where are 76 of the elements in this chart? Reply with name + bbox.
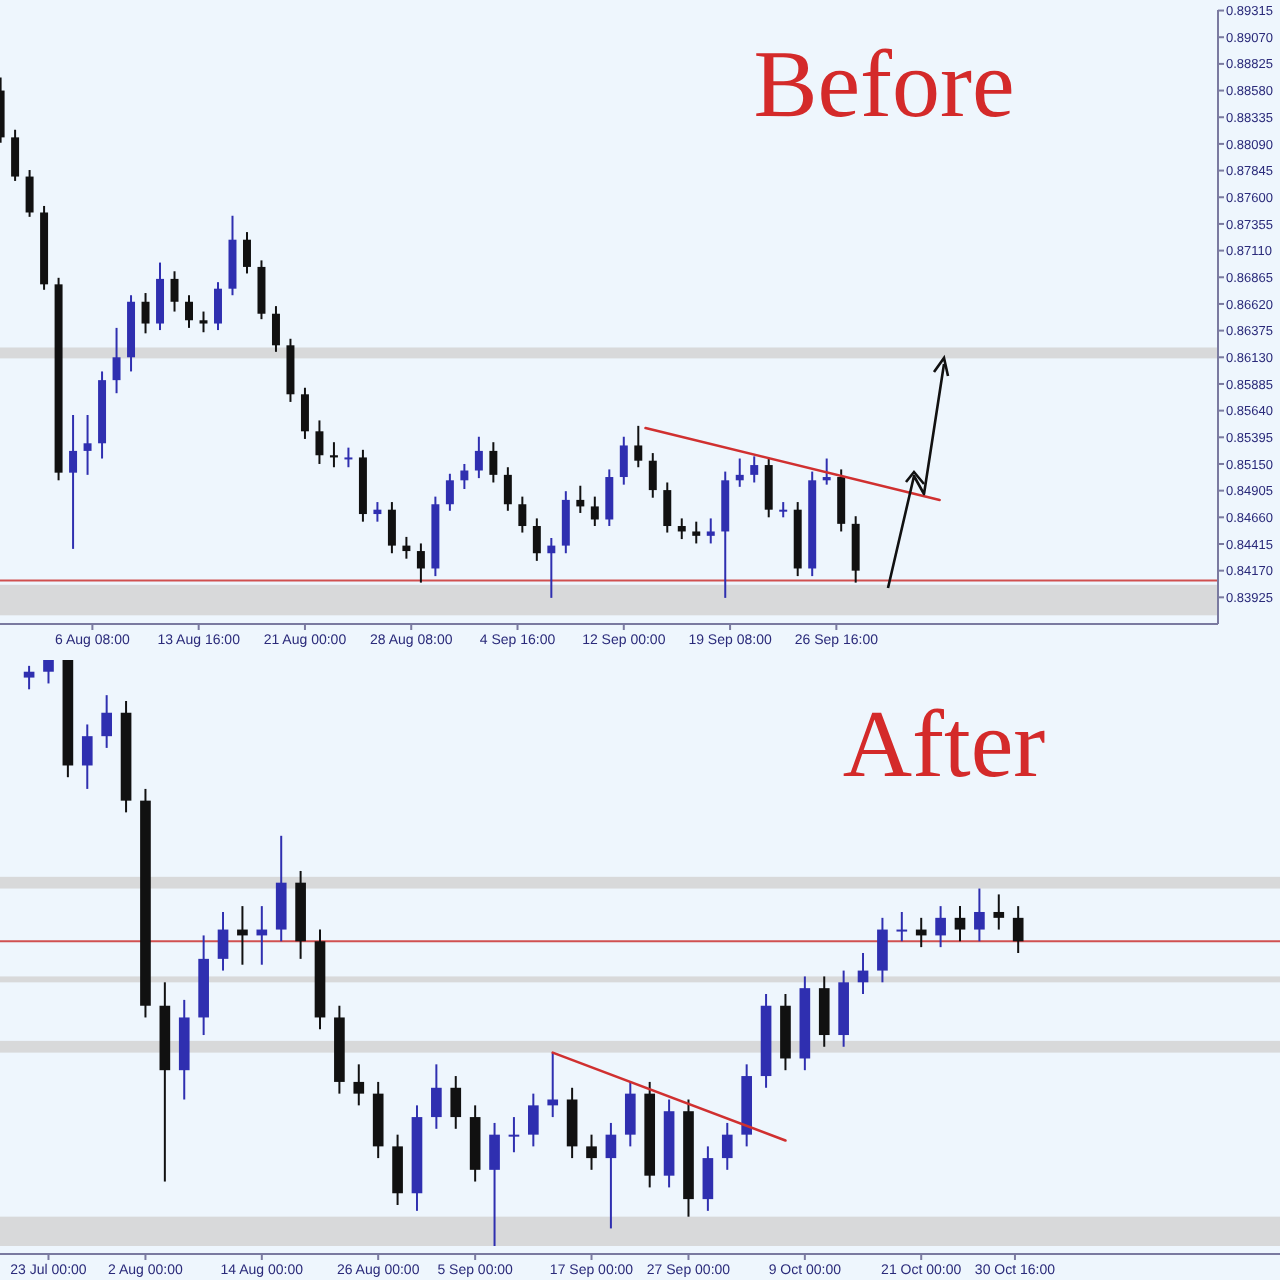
candlestick <box>392 1133 403 1206</box>
candlestick <box>474 435 483 480</box>
candlestick <box>619 435 628 486</box>
candlestick <box>818 975 830 1048</box>
candlestick <box>112 326 121 395</box>
candlestick <box>243 231 251 275</box>
chart-title: Before <box>753 32 1015 138</box>
candlestick <box>851 515 860 584</box>
candlestick <box>1012 905 1024 954</box>
candlestick <box>199 310 208 334</box>
candlestick <box>170 270 179 313</box>
candlestick <box>605 468 614 528</box>
candlestick <box>156 261 165 332</box>
candlestick <box>25 169 34 218</box>
candlestick <box>11 128 20 182</box>
candlestick <box>605 1121 617 1230</box>
candlestick <box>101 694 112 749</box>
candlestick <box>257 259 266 321</box>
candlestick <box>416 542 425 584</box>
candlestick <box>750 455 759 484</box>
candlestick <box>503 466 512 512</box>
candlestick <box>566 1086 578 1160</box>
candlestick <box>489 441 498 484</box>
candlestick <box>935 905 946 949</box>
candlestick <box>706 517 715 545</box>
candlestick <box>23 664 35 691</box>
candlestick <box>315 419 324 465</box>
candlestick <box>561 490 570 555</box>
candlestick <box>460 462 469 491</box>
candlestick <box>677 517 686 541</box>
candlestick <box>528 1092 539 1148</box>
candlestick <box>648 452 657 499</box>
candlestick <box>344 446 353 469</box>
candlestick <box>141 292 150 335</box>
candlestick <box>586 1133 597 1171</box>
candlestick <box>692 520 701 545</box>
candlestick <box>185 294 193 329</box>
candlestick <box>373 501 382 523</box>
candlestick <box>974 887 985 943</box>
candlestick <box>663 481 672 534</box>
candlestick <box>590 495 599 528</box>
candlestick <box>624 1080 636 1148</box>
candlestick <box>353 1063 365 1107</box>
candlestick <box>69 413 78 550</box>
candlestick <box>634 424 643 469</box>
candlestick <box>735 457 744 488</box>
candlestick <box>518 495 527 534</box>
candlestick <box>271 305 280 353</box>
candlestick <box>822 457 831 486</box>
candlestick <box>431 1063 442 1130</box>
candlestick <box>43 659 54 685</box>
candlestick <box>837 468 846 533</box>
candlestick <box>450 1075 462 1130</box>
chart-title: After <box>842 692 1046 798</box>
candlestick <box>896 910 908 943</box>
candlestick <box>445 472 454 512</box>
candlestick <box>954 905 966 943</box>
candlestick <box>217 910 229 972</box>
candlestick <box>877 916 888 984</box>
candlestick <box>387 501 396 555</box>
candlestick <box>508 1116 520 1154</box>
candlestick <box>329 441 338 469</box>
candlestick <box>702 1145 714 1212</box>
candlestick <box>532 517 541 562</box>
candlestick <box>993 893 1005 931</box>
candlestick <box>764 457 773 519</box>
candlestick <box>489 1121 500 1247</box>
candlestick <box>214 281 222 332</box>
candlestick <box>402 535 411 560</box>
candlestick <box>83 413 92 476</box>
candlestick <box>300 386 309 440</box>
candlestick <box>547 537 556 599</box>
candlestick <box>275 834 287 943</box>
candlestick <box>576 484 585 514</box>
candlestick <box>81 723 93 790</box>
candlestick <box>721 1121 733 1171</box>
